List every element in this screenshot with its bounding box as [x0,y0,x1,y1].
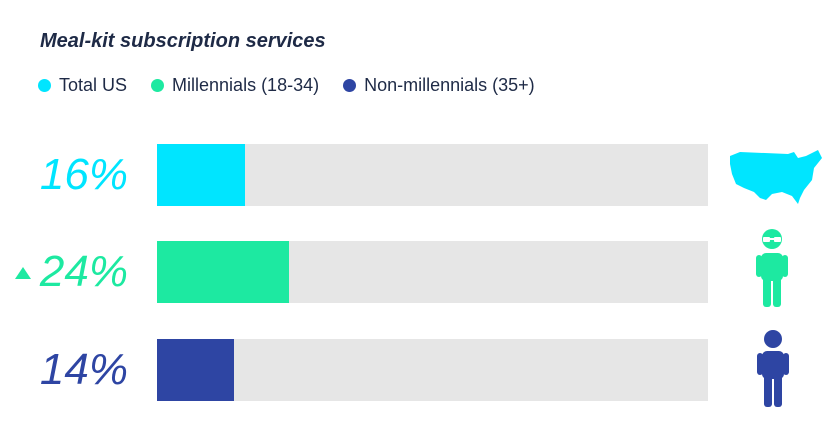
usa-map-icon [730,150,822,204]
bar-total-us [157,144,246,206]
legend-swatch-total-us [38,78,51,92]
legend-item-total-us: Total US [38,75,127,96]
legend-item-non-millennials: Non-millennials (35+) [343,75,535,96]
bar-row-total-us: 16% [0,144,826,206]
value-label-non-millennials: 14% [39,345,128,394]
bar-track-millennials [157,241,708,303]
chart-title: Meal-kit subscription services [40,30,326,52]
bar-track-non-millennials [157,339,708,401]
value-label-total-us: 16% [39,150,128,199]
bar-row-non-millennials: 14% [0,330,826,407]
up-triangle-icon [15,267,31,279]
legend-label-total-us: Total US [59,74,128,95]
legend-label-non-millennials: Non-millennials (35+) [364,74,535,95]
person-with-glasses-icon [756,229,788,307]
bar-millennials [157,241,290,303]
legend-label-millennials: Millennials (18-34) [172,74,320,95]
legend-swatch-millennials [151,78,165,92]
bar-row-millennials: 24% [0,229,826,307]
legend-swatch-non-millennials [343,78,357,92]
legend-item-millennials: Millennials (18-34) [151,75,319,96]
bar-track-total-us [157,144,708,206]
value-label-millennials: 24% [39,247,128,296]
legend: Total US Millennials (18-34) Non-millenn… [38,74,535,96]
bar-non-millennials [157,339,235,401]
person-icon [757,330,789,407]
